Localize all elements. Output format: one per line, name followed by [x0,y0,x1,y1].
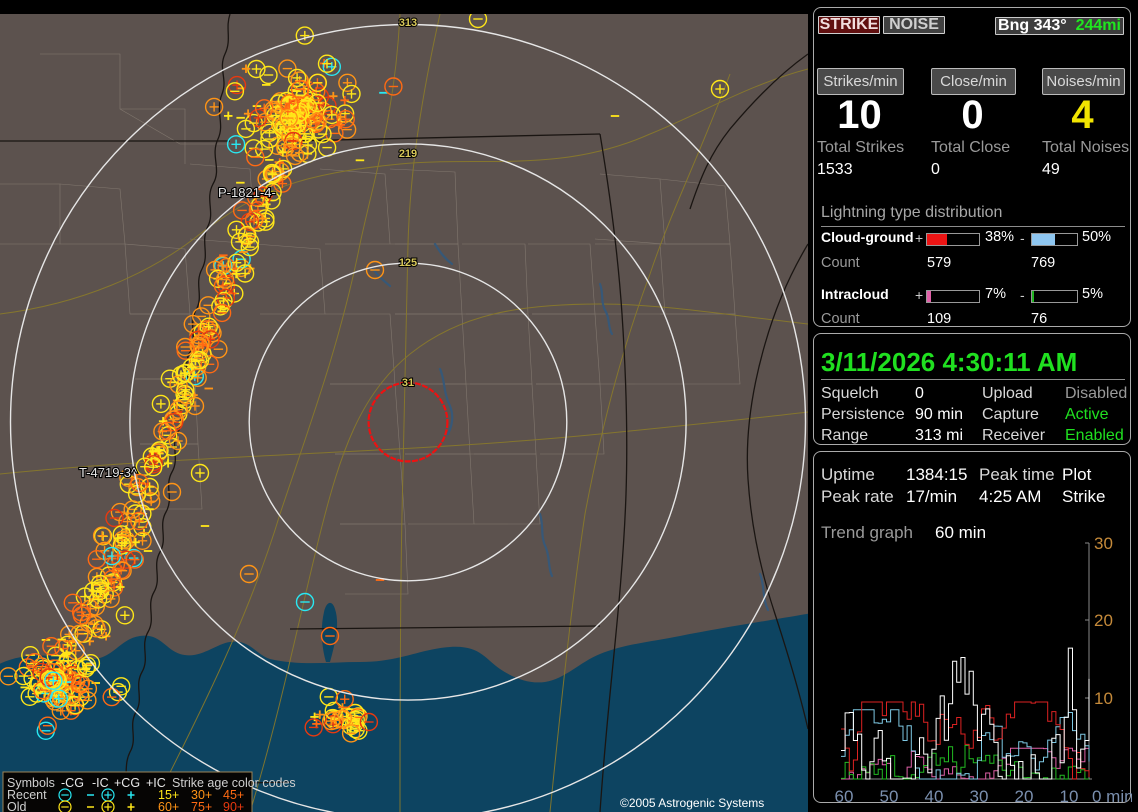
svg-text:60+: 60+ [158,800,179,812]
svg-text:20: 20 [1015,787,1034,804]
svg-text:40: 40 [925,787,944,804]
svg-text:50: 50 [880,787,899,804]
svg-text:20: 20 [1094,611,1113,630]
svg-text:31: 31 [402,377,414,389]
svg-text:+CG: +CG [114,776,140,790]
svg-text:90+: 90+ [223,800,244,812]
svg-text:-CG: -CG [61,776,84,790]
svg-text:10: 10 [1094,689,1113,708]
svg-text:219: 219 [399,148,417,160]
svg-text:0 min: 0 min [1092,787,1132,804]
svg-text:Old: Old [7,800,27,812]
svg-text:T-4719-3^: T-4719-3^ [79,465,138,480]
svg-text:30: 30 [970,787,989,804]
svg-text:60: 60 [835,787,854,804]
svg-text:313: 313 [399,17,417,29]
svg-text:-IC: -IC [92,776,109,790]
svg-text:P-1821-4-: P-1821-4- [218,185,276,200]
svg-text:©2005 Astrogenic Systems: ©2005 Astrogenic Systems [620,796,764,810]
svg-text:10: 10 [1060,787,1079,804]
svg-text:125: 125 [399,257,417,269]
svg-text:75+: 75+ [191,800,212,812]
svg-text:30: 30 [1094,534,1113,553]
